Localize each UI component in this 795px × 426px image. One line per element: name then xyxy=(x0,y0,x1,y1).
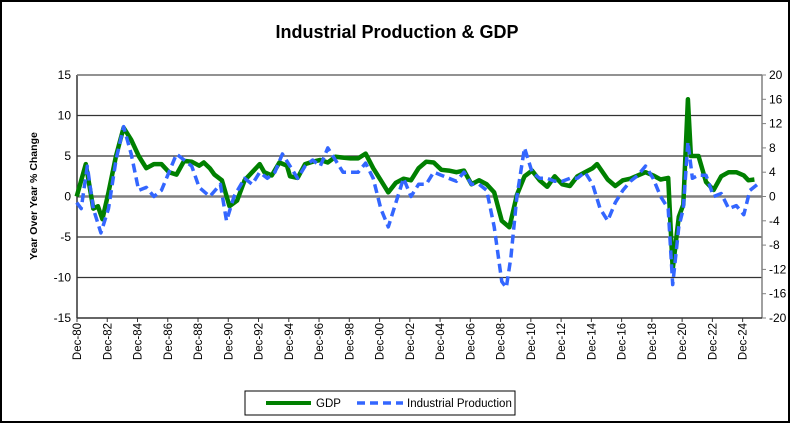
x-tick-label: Dec-20 xyxy=(677,323,689,360)
x-tick-label: Dec-22 xyxy=(707,323,719,360)
series-line-industrial-production xyxy=(75,124,759,290)
y-tick-label: -15 xyxy=(54,311,72,325)
y-tick-label: 5 xyxy=(64,149,71,163)
x-tick-label: Dec-96 xyxy=(314,323,326,360)
y-tick-label: -5 xyxy=(60,230,71,244)
y2-tick-label: 8 xyxy=(769,141,776,155)
y2-tick-label: 20 xyxy=(769,68,783,82)
x-tick-label: Dec-12 xyxy=(556,323,568,360)
x-tick-label: Dec-80 xyxy=(72,323,84,360)
y2-tick-label: 16 xyxy=(769,92,783,106)
y2-tick-label: -12 xyxy=(769,262,787,276)
x-tick-label: Dec-24 xyxy=(738,322,750,360)
x-tick-label: Dec-84 xyxy=(133,322,145,360)
x-tick-label: Dec-18 xyxy=(647,323,659,360)
x-tick-label: Dec-88 xyxy=(193,323,205,360)
y-axis-label: Year Over Year % Change xyxy=(28,132,40,260)
legend-label-ip: Industrial Production xyxy=(407,398,512,410)
x-tick-label: Dec-00 xyxy=(375,323,387,360)
legend-label-gdp: GDP xyxy=(316,398,341,410)
y2-tick-label: -16 xyxy=(769,287,787,301)
x-tick-label: Dec-16 xyxy=(617,323,629,360)
y2-tick-label: -8 xyxy=(769,238,780,252)
y-tick-label: 0 xyxy=(64,190,71,204)
x-tick-label: Dec-86 xyxy=(163,323,175,360)
y-tick-label: 10 xyxy=(58,109,72,123)
x-tick-label: Dec-04 xyxy=(435,322,447,360)
y2-tick-label: -20 xyxy=(769,311,787,325)
x-tick-label: Dec-94 xyxy=(284,322,296,360)
x-tick-label: Dec-10 xyxy=(526,323,538,360)
y2-tick-label: 12 xyxy=(769,117,783,131)
x-tick-label: Dec-92 xyxy=(254,323,266,360)
x-tick-label: Dec-14 xyxy=(586,322,598,360)
y-tick-label: 15 xyxy=(58,68,72,82)
legend: GDP Industrial Production xyxy=(244,390,516,416)
series-line-gdp xyxy=(74,97,755,272)
x-tick-label: Dec-82 xyxy=(102,323,114,360)
y2-tick-label: -4 xyxy=(769,214,780,228)
x-tick-label: Dec-08 xyxy=(496,323,508,360)
x-tick-label: Dec-90 xyxy=(223,323,235,360)
x-tick-label: Dec-06 xyxy=(465,323,477,360)
y2-tick-label: 4 xyxy=(769,165,776,179)
x-tick-label: Dec-02 xyxy=(405,323,417,360)
x-tick-label: Dec-98 xyxy=(344,323,356,360)
y-tick-label: -10 xyxy=(54,271,72,285)
chart-title: Industrial Production & GDP xyxy=(275,22,518,42)
y2-tick-label: 0 xyxy=(769,190,776,204)
